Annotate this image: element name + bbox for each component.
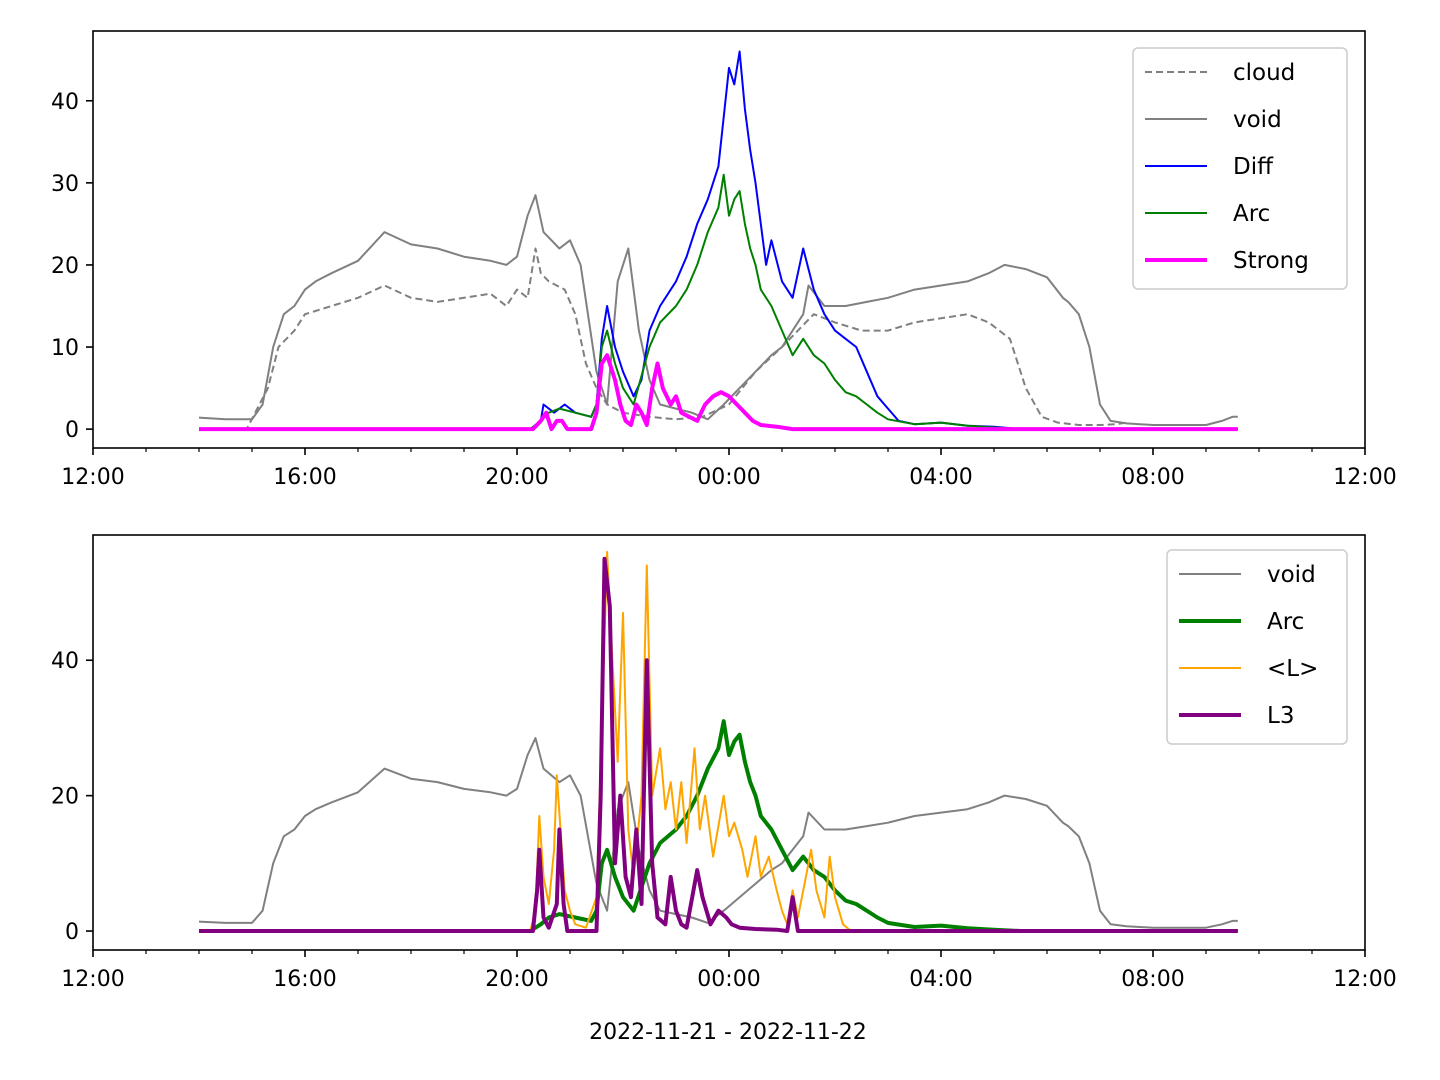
y-tick-label: 40	[51, 649, 79, 674]
x-tick-label: 08:00	[1121, 465, 1184, 490]
legend-box	[1166, 549, 1348, 745]
x-tick-label: 04:00	[909, 967, 972, 992]
legend-label: void	[1233, 107, 1282, 133]
legend-label: L3	[1267, 703, 1294, 729]
x-tick-label: 00:00	[697, 967, 760, 992]
series-line-l3	[199, 556, 1238, 933]
legend-label: cloud	[1233, 60, 1295, 86]
y-tick-label: 40	[51, 90, 79, 115]
y-tick-label: 0	[65, 920, 79, 945]
x-tick-label: 08:00	[1121, 967, 1184, 992]
x-tick-label: 16:00	[273, 465, 336, 490]
series-line-void	[198, 737, 1238, 929]
series-group	[198, 50, 1238, 432]
x-tick-label: 12:00	[1333, 967, 1396, 992]
x-tick-label: 20:00	[485, 465, 548, 490]
y-tick-label: 20	[51, 254, 79, 279]
legend-label: Arc	[1267, 609, 1304, 635]
x-axis-label: 2022-11-21 - 2022-11-22	[589, 1020, 867, 1045]
y-tick-label: 0	[65, 418, 79, 443]
y-tick-label: 10	[51, 336, 79, 361]
series-line-strong	[199, 353, 1238, 432]
x-tick-label: 04:00	[909, 465, 972, 490]
y-tick-label: 30	[51, 172, 79, 197]
x-tick-label: 12:00	[1333, 465, 1396, 490]
legend-label: Strong	[1233, 248, 1309, 274]
x-tick-label: 16:00	[273, 967, 336, 992]
x-tick-label: 20:00	[485, 967, 548, 992]
x-tick-label: 12:00	[61, 967, 124, 992]
top-axes: 12:00 16:00 20:00 00:00 04:00 08:00 12:00 0 10 20…	[51, 30, 1397, 490]
legend-box	[1132, 47, 1348, 290]
y-tick-label: 20	[51, 785, 79, 810]
series-line-cloud	[199, 247, 1127, 431]
legend-label: Diff	[1233, 154, 1274, 180]
x-tick-label: 00:00	[697, 465, 760, 490]
series-line-void	[198, 194, 1238, 426]
legend-label: <L>	[1267, 656, 1318, 682]
series-group	[198, 550, 1238, 933]
legend-label: void	[1267, 562, 1316, 588]
x-tick-label: 12:00	[61, 465, 124, 490]
legend-label: Arc	[1233, 201, 1270, 227]
bottom-axes: 12:00 16:00 20:00 00:00 04:00 08:00 12:00 0 20 40…	[51, 534, 1397, 992]
